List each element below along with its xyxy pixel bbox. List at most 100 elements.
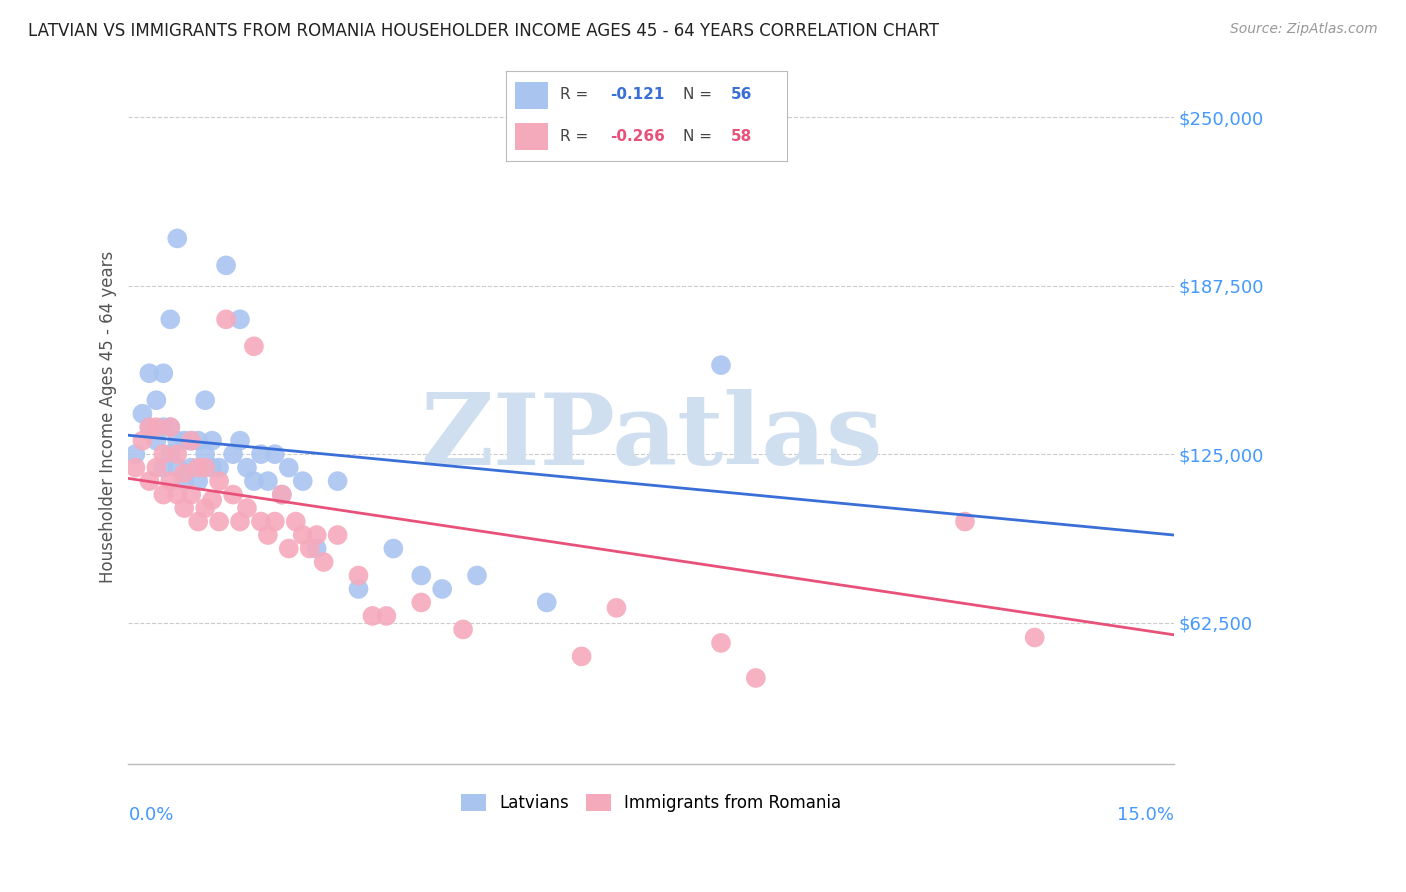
Point bbox=[159, 312, 181, 326]
Point bbox=[138, 420, 160, 434]
Point bbox=[236, 501, 259, 516]
Point bbox=[243, 339, 266, 353]
Point bbox=[305, 528, 328, 542]
Point bbox=[166, 460, 188, 475]
Point bbox=[194, 501, 217, 516]
Point bbox=[229, 515, 252, 529]
Text: R =: R = bbox=[560, 128, 588, 144]
Point bbox=[173, 501, 195, 516]
Point bbox=[257, 528, 280, 542]
Point bbox=[305, 541, 328, 556]
Point bbox=[411, 568, 433, 582]
Point bbox=[745, 671, 768, 685]
Text: LATVIAN VS IMMIGRANTS FROM ROMANIA HOUSEHOLDER INCOME AGES 45 - 64 YEARS CORRELA: LATVIAN VS IMMIGRANTS FROM ROMANIA HOUSE… bbox=[28, 22, 939, 40]
Point bbox=[124, 460, 146, 475]
Point bbox=[166, 434, 188, 448]
Point bbox=[451, 623, 474, 637]
Point bbox=[243, 474, 266, 488]
Point bbox=[131, 434, 153, 448]
Point bbox=[152, 447, 174, 461]
Text: N =: N = bbox=[683, 128, 713, 144]
Point bbox=[277, 460, 299, 475]
Point bbox=[215, 259, 238, 273]
Point bbox=[194, 460, 217, 475]
Point bbox=[166, 231, 188, 245]
Point bbox=[152, 460, 174, 475]
Point bbox=[180, 487, 202, 501]
Point bbox=[382, 541, 405, 556]
Point bbox=[953, 515, 976, 529]
Point bbox=[361, 609, 384, 624]
Point bbox=[208, 474, 231, 488]
Point bbox=[166, 447, 188, 461]
Point bbox=[229, 434, 252, 448]
Point bbox=[194, 393, 217, 408]
Point bbox=[222, 487, 245, 501]
Point bbox=[263, 447, 285, 461]
Point bbox=[291, 528, 314, 542]
Point bbox=[465, 568, 488, 582]
Point bbox=[180, 434, 202, 448]
Text: N =: N = bbox=[683, 87, 713, 103]
Text: 15.0%: 15.0% bbox=[1118, 806, 1174, 824]
Point bbox=[236, 460, 259, 475]
Point bbox=[201, 460, 224, 475]
Point bbox=[187, 474, 209, 488]
Point bbox=[159, 420, 181, 434]
Text: 58: 58 bbox=[731, 128, 752, 144]
Bar bbox=[515, 123, 548, 150]
Point bbox=[263, 515, 285, 529]
Point bbox=[270, 487, 292, 501]
Point bbox=[194, 447, 217, 461]
Point bbox=[180, 434, 202, 448]
Point bbox=[326, 528, 349, 542]
Point bbox=[152, 487, 174, 501]
Point bbox=[536, 595, 558, 609]
Point bbox=[159, 420, 181, 434]
Point bbox=[180, 460, 202, 475]
Point bbox=[173, 474, 195, 488]
Point bbox=[145, 460, 167, 475]
Point bbox=[710, 636, 733, 650]
Text: -0.266: -0.266 bbox=[610, 128, 665, 144]
Point bbox=[159, 474, 181, 488]
Point bbox=[250, 447, 273, 461]
Point bbox=[173, 466, 195, 480]
Y-axis label: Householder Income Ages 45 - 64 years: Householder Income Ages 45 - 64 years bbox=[100, 251, 117, 582]
Point bbox=[1024, 631, 1046, 645]
Point bbox=[187, 515, 209, 529]
Point bbox=[131, 407, 153, 421]
Point bbox=[215, 312, 238, 326]
Text: Source: ZipAtlas.com: Source: ZipAtlas.com bbox=[1230, 22, 1378, 37]
Point bbox=[201, 434, 224, 448]
Point bbox=[312, 555, 335, 569]
Point bbox=[138, 366, 160, 380]
Point bbox=[277, 541, 299, 556]
Text: -0.121: -0.121 bbox=[610, 87, 665, 103]
Point bbox=[145, 393, 167, 408]
Point bbox=[270, 487, 292, 501]
Point bbox=[710, 358, 733, 372]
Text: 0.0%: 0.0% bbox=[128, 806, 174, 824]
Point bbox=[229, 312, 252, 326]
Point bbox=[257, 474, 280, 488]
Point bbox=[138, 474, 160, 488]
Legend: Latvians, Immigrants from Romania: Latvians, Immigrants from Romania bbox=[454, 787, 848, 819]
Point bbox=[138, 420, 160, 434]
Text: ZIPatlas: ZIPatlas bbox=[420, 389, 883, 486]
Point bbox=[375, 609, 398, 624]
Text: 56: 56 bbox=[731, 87, 752, 103]
Point bbox=[145, 434, 167, 448]
Point bbox=[298, 541, 321, 556]
Point bbox=[159, 447, 181, 461]
Point bbox=[430, 582, 453, 596]
Point bbox=[284, 515, 307, 529]
Bar bbox=[515, 82, 548, 109]
Point bbox=[187, 460, 209, 475]
Point bbox=[326, 474, 349, 488]
Point bbox=[411, 595, 433, 609]
Point bbox=[222, 447, 245, 461]
Point bbox=[291, 474, 314, 488]
Point bbox=[250, 515, 273, 529]
Point bbox=[124, 447, 146, 461]
